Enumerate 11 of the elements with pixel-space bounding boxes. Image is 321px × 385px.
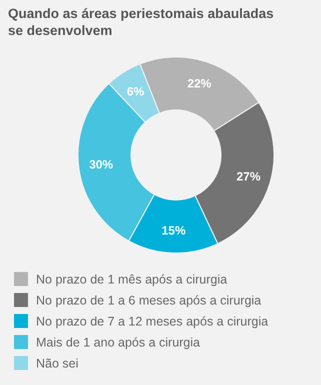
- data-label: 30%: [89, 158, 114, 172]
- data-label: 22%: [187, 76, 212, 90]
- legend-label: Mais de 1 ano após a cirurgia: [36, 335, 200, 350]
- data-label: 15%: [162, 224, 186, 238]
- legend-label: No prazo de 1 a 6 meses após a cirurgia: [36, 293, 262, 308]
- legend-label: No prazo de 7 a 12 meses após a cirurgia: [36, 314, 268, 328]
- data-label: 6%: [126, 84, 145, 98]
- legend-label: No prazo de 1 mês após a cirurgia: [36, 272, 228, 286]
- legend-label: Não sei: [36, 356, 78, 370]
- chart-title: Quando as áreas periestomais abauladas se desenvolvem: [8, 6, 274, 38]
- data-label: 27%: [236, 169, 261, 184]
